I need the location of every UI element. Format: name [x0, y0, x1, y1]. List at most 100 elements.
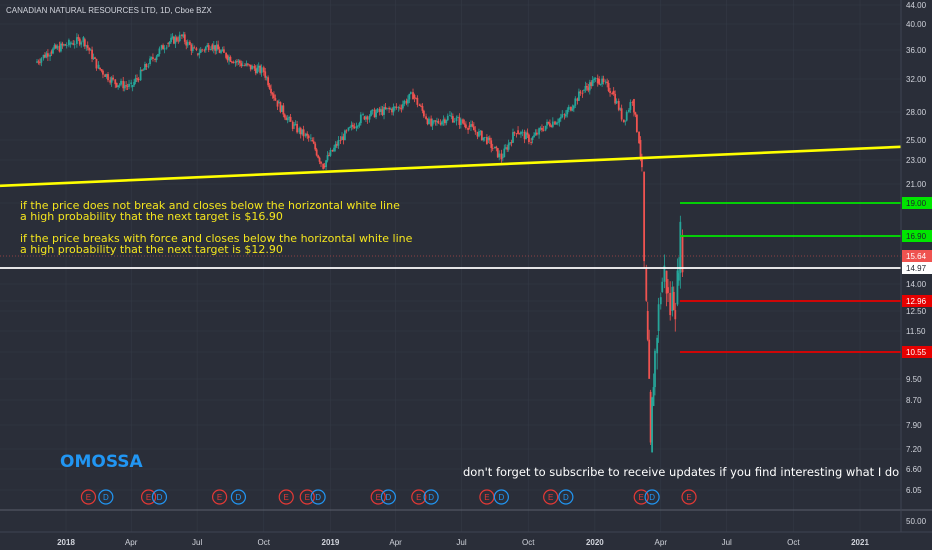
candle-body [601, 78, 603, 85]
earnings-event-icon[interactable]: E [80, 489, 97, 505]
dividend-event-icon[interactable]: D [151, 489, 168, 505]
candle-body [78, 38, 81, 45]
y-tick-label: 7.90 [906, 421, 922, 430]
candle-body [413, 94, 416, 98]
candle-body [237, 60, 240, 62]
candle-body [534, 132, 537, 136]
candle-body [584, 86, 587, 90]
candle-body [567, 106, 570, 110]
candle-body [195, 48, 198, 51]
dividend-event-icon[interactable]: D [310, 489, 326, 505]
candle-body [206, 45, 209, 47]
candle-body [401, 104, 404, 109]
candle-body [307, 135, 310, 139]
candle-body [459, 119, 462, 125]
candle-body [359, 114, 362, 124]
candle-body [389, 108, 392, 110]
candle-body [471, 124, 474, 127]
svg-text:E: E [284, 493, 289, 502]
candle-body [254, 68, 257, 74]
y-tick-label: 23.00 [906, 156, 927, 165]
candle-body [353, 126, 356, 129]
svg-text:D: D [236, 493, 242, 502]
candle-body [52, 48, 54, 54]
candle-body [457, 117, 459, 119]
candle-body [487, 137, 490, 140]
candle-body [483, 137, 486, 138]
dividend-event-icon[interactable]: D [493, 489, 509, 505]
candle-body [643, 171, 646, 262]
candle-body [130, 82, 133, 84]
candle-body [425, 116, 427, 120]
candle-body [54, 45, 57, 49]
candle-body [470, 124, 472, 127]
dividend-event-icon[interactable]: D [423, 489, 439, 505]
candle-body [458, 117, 461, 125]
annotation-2-line1: if the price breaks with force and close… [20, 232, 413, 245]
earnings-event-icon[interactable]: E [211, 489, 228, 505]
earnings-event-icon[interactable]: E [299, 489, 315, 505]
candle-body [583, 89, 585, 91]
candle-body [657, 304, 660, 331]
candle-body [478, 131, 480, 137]
candle-body [681, 236, 684, 273]
price-label-text: 14.97 [906, 264, 927, 273]
candle-body [362, 114, 364, 115]
yellow-trendline[interactable] [0, 145, 902, 188]
candle-body [60, 43, 62, 52]
candle-body [378, 108, 381, 112]
earnings-event-icon[interactable]: E [543, 489, 559, 505]
candle-body [656, 337, 659, 354]
earnings-event-icon[interactable]: E [633, 489, 649, 505]
candle-body [467, 127, 469, 130]
candle-body [607, 83, 610, 91]
x-tick-label: Oct [787, 538, 800, 547]
candle-body [104, 74, 107, 77]
svg-text:E: E [86, 493, 91, 502]
candle-body [571, 108, 574, 111]
candle-body [170, 37, 172, 42]
annotation-1: if the price does not break and closes b… [20, 199, 400, 223]
candle-body [557, 122, 559, 124]
earnings-event-icon[interactable]: E [681, 489, 697, 505]
dividend-event-icon[interactable]: D [230, 489, 247, 505]
dividend-event-icon[interactable]: D [98, 489, 114, 505]
candle-body [245, 63, 248, 66]
candle-body [561, 114, 564, 118]
candle-body [232, 61, 235, 64]
dividend-event-icon[interactable]: D [558, 489, 574, 505]
candle-body [158, 48, 161, 55]
candle-body [399, 107, 401, 109]
x-tick-label: Apr [655, 538, 668, 547]
candle-body [62, 44, 65, 46]
y-tick-label: 11.50 [906, 327, 926, 336]
candle-body [581, 93, 584, 95]
candle-body [139, 69, 142, 81]
candle-body [648, 339, 651, 379]
earnings-event-icon[interactable]: E [140, 489, 157, 505]
candle-body [347, 127, 350, 131]
dividend-event-icon[interactable]: D [644, 489, 660, 505]
candle-body [530, 142, 532, 143]
earnings-event-icon[interactable]: E [411, 489, 427, 505]
candle-body [572, 105, 575, 109]
candle-body [333, 147, 335, 152]
y-tick-label: 8.70 [906, 396, 922, 405]
candle-body [94, 57, 96, 59]
candle-body [278, 102, 280, 104]
earnings-event-icon[interactable]: E [278, 489, 294, 505]
candle-body [282, 105, 285, 115]
candle-body [67, 39, 70, 46]
candle-body [75, 37, 78, 44]
dividend-event-icon[interactable]: D [380, 489, 396, 505]
candle-body [95, 58, 98, 69]
earnings-event-icon[interactable]: E [370, 489, 386, 505]
candle-body [312, 141, 315, 144]
candle-body [83, 39, 86, 47]
candle-body [309, 137, 312, 139]
price-label-box [902, 230, 932, 242]
candle-body [88, 47, 91, 51]
candle-body [150, 57, 153, 59]
